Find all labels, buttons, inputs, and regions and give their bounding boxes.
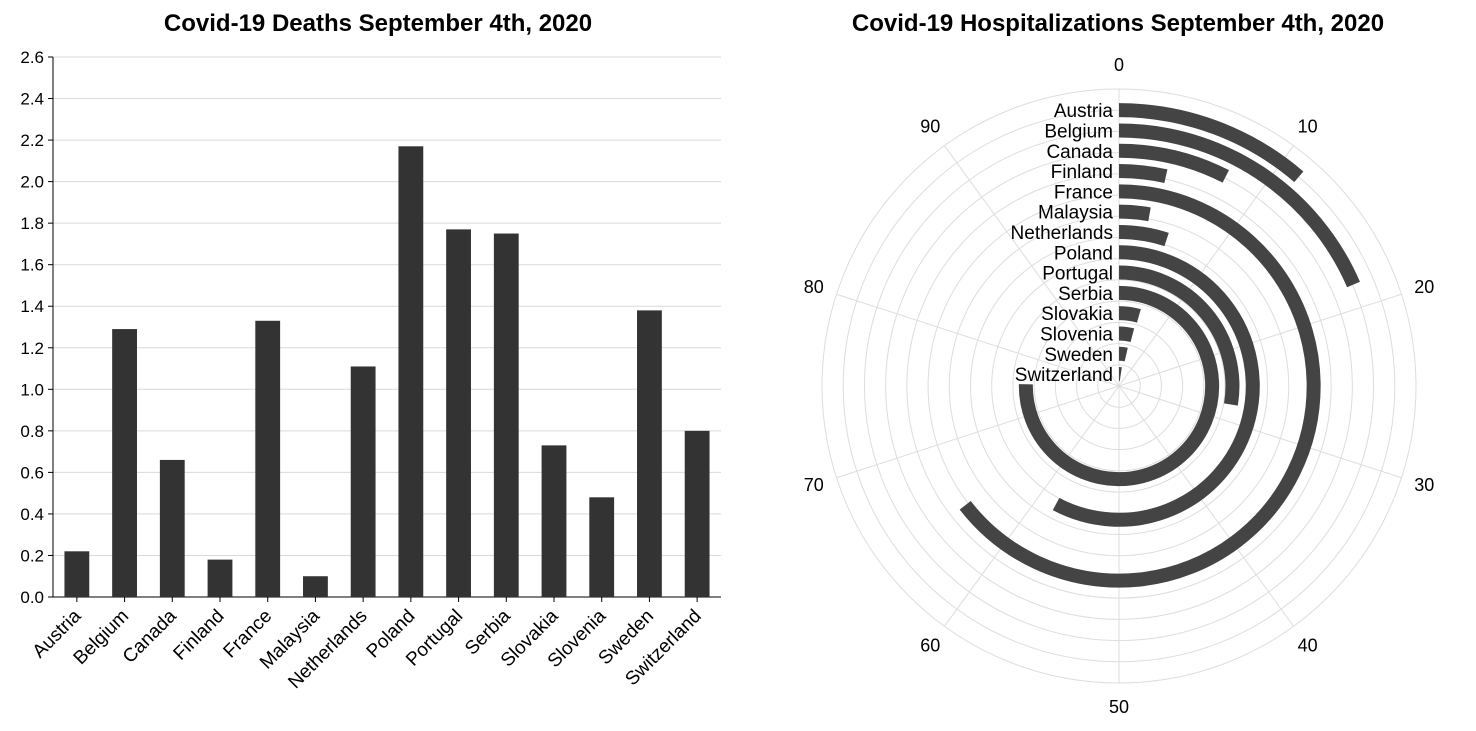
angular-tick-label: 60 [920,636,940,656]
angular-tick-label: 0 [1114,55,1124,75]
radial-category-label: Portugal [1042,264,1113,285]
radial-category-label: Malaysia [1038,203,1113,224]
radial-bar [1119,212,1150,215]
angular-tick-label: 90 [920,116,940,136]
bar-chart-title: Covid-19 Deaths September 4th, 2020 [164,10,592,37]
y-tick-label: 2.4 [20,90,44,109]
bar [208,560,233,597]
bar [255,321,280,597]
y-tick-label: 0.0 [20,588,44,607]
radial-bar [1119,333,1132,335]
angular-tick-label: 70 [804,475,824,495]
bar [589,497,614,597]
bar [160,460,185,597]
y-tick-label: 2.6 [20,48,44,67]
radial-category-label: Slovenia [1040,324,1113,345]
bar [303,576,328,597]
y-tick-label: 1.4 [20,297,44,316]
y-tick-label: 1.0 [20,380,44,399]
radial-category-label: France [1054,182,1113,203]
radial-category-label: Austria [1054,101,1114,122]
angular-tick-label: 40 [1298,636,1318,656]
bar [112,329,137,597]
bar [446,229,471,597]
radial-category-label: Sweden [1044,345,1113,366]
y-tick-label: 1.2 [20,339,44,358]
angular-tick-label: 10 [1298,116,1318,136]
bar [542,445,567,597]
radial-bar [1119,171,1166,176]
radial-category-label: Netherlands [1011,223,1113,244]
y-tick-label: 2.0 [20,173,44,192]
radial-bar [1119,313,1139,316]
y-tick-label: 2.2 [20,131,44,150]
angular-tick-label: 50 [1109,697,1129,717]
radial-chart-title: Covid-19 Hospitalizations September 4th,… [852,10,1384,37]
bar [64,551,89,597]
radial-category-label: Poland [1054,243,1113,264]
radial-category-label: Finland [1051,162,1113,183]
radial-category-label: Canada [1046,142,1113,163]
bar [685,431,710,597]
angular-tick-label: 30 [1414,475,1434,495]
x-tick-label: Finland [170,606,229,665]
y-tick-label: 1.8 [20,214,44,233]
x-tick-label: Canada [119,605,181,667]
radial-category-label: Belgium [1044,121,1113,142]
bar [351,366,376,597]
bar [637,310,662,597]
angular-tick-label: 80 [804,277,824,297]
radial-category-label: Switzerland [1015,365,1113,386]
radial-category-label: Serbia [1058,284,1113,305]
radial-bar [1119,354,1126,355]
y-tick-label: 0.2 [20,546,44,565]
y-tick-label: 0.8 [20,422,44,441]
angular-tick-label: 20 [1414,277,1434,297]
radial-category-label: Slovakia [1041,304,1113,325]
bar-chart: 0.0 0.2 0.4 0.6 0.8 1.0 1.2 1.4 1.6 1.8 2.0 2.2 2.4 2… [20,48,721,693]
radial-bar [1119,232,1167,240]
bar [494,234,519,597]
y-tick-label: 0.4 [20,505,44,524]
y-tick-label: 1.6 [20,256,44,275]
y-tick-label: 0.6 [20,463,44,482]
radial-bar-chart: 0102030405060708090AustriaBelgiumCanadaF… [804,55,1435,717]
bar [398,146,423,597]
